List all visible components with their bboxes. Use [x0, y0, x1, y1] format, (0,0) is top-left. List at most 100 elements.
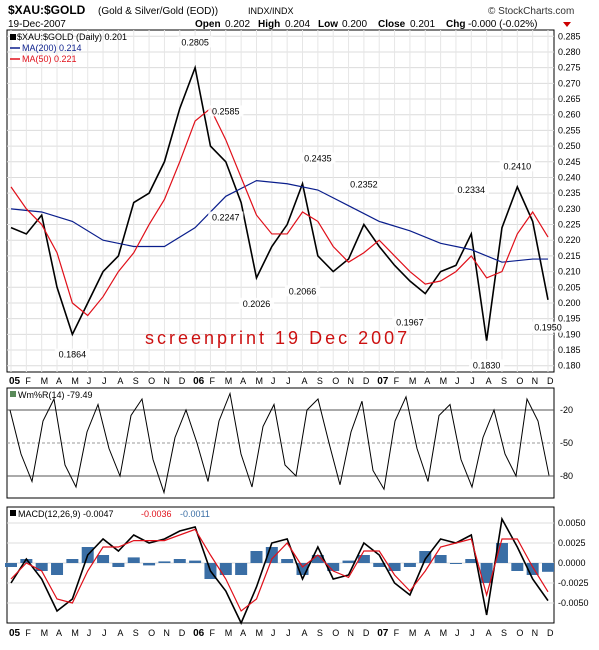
macd-histogram	[5, 543, 554, 583]
chg-label: Chg	[446, 19, 465, 30]
macd-histogram-bar	[173, 559, 186, 563]
x-tick-label: M	[255, 376, 263, 386]
price-y-tick-label: 0.245	[558, 157, 581, 167]
x-tick-label: S	[133, 628, 139, 638]
x-tick-label: F	[209, 376, 215, 386]
x-tick-label: A	[302, 628, 308, 638]
macd-histogram-bar	[97, 555, 110, 563]
williams-series-line	[9, 391, 550, 495]
macd-hist-legend-label: -0.0011	[180, 509, 210, 519]
x-tick-label: A	[486, 628, 492, 638]
x-tick-label: M	[71, 628, 79, 638]
x-tick-label: O	[516, 628, 523, 638]
x-tick-label: O	[516, 376, 523, 386]
macd-signal-legend-label: -0.0036	[141, 509, 172, 519]
x-tick-label: J	[470, 376, 475, 386]
price-panel-frame	[6, 29, 555, 373]
chart-header: $XAU:$GOLD (Gold & Silver/Gold (EOD)) IN…	[8, 3, 574, 30]
macd-histogram-bar	[465, 559, 478, 563]
x-tick-label: J	[455, 628, 460, 638]
annotation-backdrop	[284, 285, 321, 297]
close-label: Close	[378, 19, 406, 30]
price-x-axis: 05 F M A M J J A S O N D 06 F M A M J J A S O N D 07 F M A M J J A S O N D	[9, 376, 554, 387]
price-y-tick-label: 0.255	[558, 125, 581, 135]
x-tick-label: F	[394, 376, 400, 386]
x-tick-label: M	[440, 376, 448, 386]
annotation-backdrop	[499, 160, 535, 172]
macd-histogram-bar	[434, 555, 447, 563]
price-y-tick-label: 0.205	[558, 282, 581, 292]
macd-y-tick-label: 0.0050	[558, 518, 586, 528]
price-y-tick-label: 0.190	[558, 329, 581, 339]
macd-legend-swatch	[10, 510, 16, 516]
macd-histogram-bar	[311, 555, 324, 563]
price-y-axis: 0.285 0.280 0.275 0.270 0.265 0.260 0.255 0.250…	[558, 31, 581, 370]
macd-histogram-bar	[357, 555, 370, 563]
x-tick-label: 07	[377, 628, 389, 639]
macd-histogram-bar	[66, 559, 79, 563]
ma200-series-line	[10, 179, 548, 263]
price-legend-label: $XAU:$GOLD (Daily) 0.201	[17, 32, 127, 42]
macd-histogram-bar	[342, 560, 355, 563]
price-y-tick-label: 0.220	[558, 235, 581, 245]
macd-signal-line	[10, 528, 549, 612]
williams-legend-swatch	[10, 391, 16, 397]
price-annotation-label: 0.2334	[458, 185, 486, 195]
price-y-tick-label: 0.195	[558, 314, 581, 324]
williams-y-tick-label: -80	[560, 471, 573, 481]
price-annotation-label: 0.2066	[289, 286, 317, 296]
macd-series-line	[10, 516, 549, 625]
annotation-backdrop	[300, 152, 336, 164]
williams-panel: -20 -50 -80 Wm%R(14) -79.49	[6, 387, 573, 499]
x-tick-label: S	[501, 628, 507, 638]
x-tick-label: A	[240, 376, 246, 386]
price-y-tick-label: 0.225	[558, 220, 581, 230]
x-tick-label: J	[87, 628, 92, 638]
annotation-backdrop	[530, 321, 566, 333]
x-tick-label: A	[424, 376, 430, 386]
macd-y-tick-label: 0.0000	[558, 558, 586, 568]
ma50-series-line	[10, 107, 549, 317]
macd-histogram-bar	[112, 563, 125, 567]
ma50-legend-label: MA(50) 0.221	[22, 54, 77, 64]
price-annotation-label: 0.1830	[473, 360, 501, 370]
close-value: 0.201	[410, 19, 435, 30]
macd-histogram-bar	[5, 563, 17, 567]
x-tick-label: 07	[377, 376, 389, 387]
price-annotation-label: 0.2410	[504, 161, 532, 171]
williams-legend-label: Wm%R(14) -79.49	[18, 390, 93, 400]
x-tick-label: S	[317, 628, 323, 638]
high-value: 0.204	[285, 19, 310, 30]
x-tick-label: 06	[193, 628, 205, 639]
x-tick-label: O	[332, 376, 339, 386]
copyright-label: © StockCharts.com	[488, 6, 574, 17]
annotation-backdrop	[346, 178, 382, 190]
x-tick-label: A	[486, 376, 492, 386]
macd-histogram-bar	[235, 563, 248, 575]
annotation-backdrop	[177, 36, 213, 48]
annotation-backdrop	[54, 348, 90, 360]
x-tick-label: M	[409, 376, 417, 386]
annotation-backdrop	[238, 297, 275, 309]
x-tick-label: 06	[193, 376, 205, 387]
x-tick-label: N	[163, 628, 170, 638]
x-tick-label: M	[225, 376, 233, 386]
macd-histogram-bar	[542, 563, 554, 572]
x-tick-label: M	[71, 376, 79, 386]
x-tick-label: D	[547, 376, 554, 386]
x-tick-label: M	[255, 628, 263, 638]
price-annotation-label: 0.1864	[59, 350, 87, 360]
price-y-tick-label: 0.215	[558, 251, 581, 261]
macd-y-tick-label: -0.0025	[558, 578, 589, 588]
price-annotation-label: 0.1967	[396, 317, 424, 327]
price-y-tick-label: 0.270	[558, 78, 581, 88]
high-label: High	[258, 19, 280, 30]
price-y-tick-label: 0.230	[558, 204, 581, 214]
price-y-tick-label: 0.240	[558, 172, 581, 182]
x-tick-label: A	[117, 628, 123, 638]
x-tick-label: N	[348, 376, 355, 386]
x-tick-label: J	[87, 376, 92, 386]
x-tick-label: M	[225, 628, 233, 638]
macd-histogram-bar	[20, 559, 33, 563]
